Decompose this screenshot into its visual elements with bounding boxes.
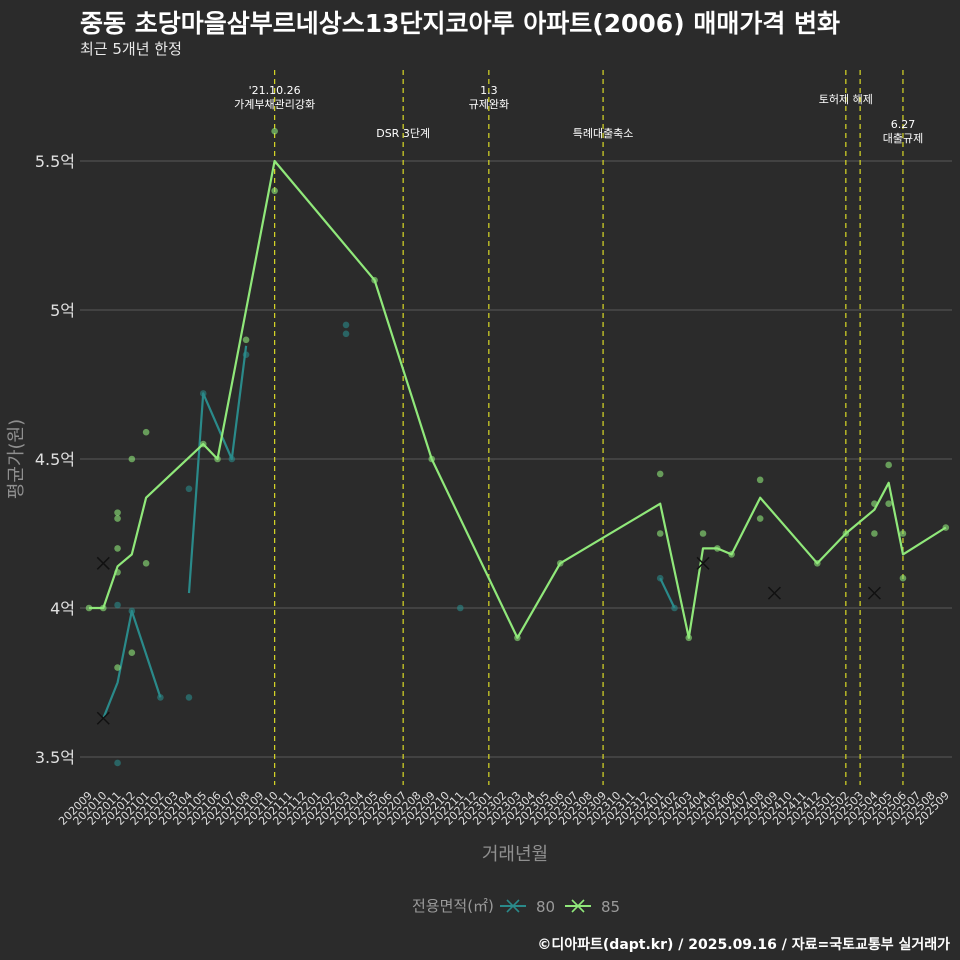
legend-label: 85 (601, 898, 620, 916)
series-85-point (142, 560, 150, 567)
event-label: 가계부채관리강화 (234, 98, 315, 111)
series-80-point (114, 759, 121, 767)
y-tick-label: 4.5억 (35, 450, 75, 469)
event-label: '21.10.26 (249, 84, 301, 97)
series-80-point (157, 694, 164, 701)
event-label: 1.3 (480, 84, 498, 97)
series-85-point (142, 428, 150, 436)
series-85-point (114, 545, 121, 552)
series-layer (85, 127, 950, 767)
series-85-point (656, 530, 664, 537)
series-85-point (85, 604, 93, 612)
series-85-point (128, 649, 136, 656)
series-80-cross-marker (867, 586, 881, 600)
series-85-cross-marker (96, 556, 110, 570)
series-80-point (185, 694, 193, 701)
series-85-point (428, 455, 436, 463)
series-85-point (656, 470, 664, 478)
series-85-point (371, 276, 378, 284)
event-label: DSR 3단계 (376, 127, 430, 140)
source-caption: ©디아파트(dapt.kr) / 2025.09.16 / 자료=국토교통부 실… (537, 937, 950, 953)
y-axis-ticks: 3.5억 4억 4.5억 5억 5.5억 (35, 152, 75, 767)
y-tick-label: 4억 (50, 599, 75, 618)
series-80-line (102, 609, 162, 719)
series-85-point (756, 515, 764, 522)
series-80-point (242, 351, 250, 359)
series-85-point (885, 461, 892, 469)
series-80-cross-marker (767, 586, 781, 600)
legend-item-80: 80 (500, 898, 555, 916)
series-80-point (342, 321, 350, 329)
series-85-point (871, 530, 878, 537)
series-85-point (728, 551, 735, 558)
legend: 전용면적(㎡) 80 85 (412, 897, 620, 916)
series-85-point (556, 560, 564, 567)
x-axis-ticks: 2020092020102020112020122021012021022021… (56, 789, 952, 828)
series-80-point (128, 607, 136, 615)
series-80-point (456, 604, 464, 612)
series-85-point (114, 568, 121, 576)
series-80-point (342, 330, 350, 338)
series-85-point (685, 634, 693, 642)
grid-lines (80, 160, 952, 758)
series-80-point (199, 390, 207, 397)
series-85-point (271, 127, 278, 135)
series-85-point (871, 500, 878, 508)
y-tick-label: 3.5억 (35, 748, 75, 767)
legend-item-85: 85 (565, 898, 620, 916)
series-85-point (842, 530, 850, 537)
series-85-point (114, 664, 121, 671)
series-80-point (114, 601, 121, 609)
y-tick-label: 5억 (50, 301, 75, 320)
series-85-point (714, 545, 721, 552)
event-label: 토허제 해제 (819, 92, 873, 106)
series-85-line (89, 159, 947, 639)
series-80-point (656, 574, 664, 582)
y-tick-label: 5.5억 (35, 152, 75, 171)
series-85-point (699, 530, 707, 537)
event-label: 규제완화 (469, 98, 509, 111)
series-80-point (671, 604, 678, 612)
series-80-line (187, 345, 248, 594)
series-85-point (114, 515, 121, 522)
series-85-point (199, 440, 207, 448)
series-80-point (228, 455, 236, 463)
y-axis-title: 평균가(원) (6, 419, 27, 499)
series-85-point (813, 560, 821, 567)
series-85-point (242, 336, 250, 344)
chart-title: 중동 초당마을삼부르네상스13단지코아루 아파트(2006) 매매가격 변화 (80, 9, 841, 38)
series-80-cross-marker (96, 711, 110, 725)
series-85-point (942, 524, 950, 531)
series-85-point (271, 187, 278, 195)
event-label: 6.27 (891, 118, 916, 131)
series-85-point (899, 574, 907, 582)
event-label: 특례대출축소 (573, 127, 634, 140)
series-85-point (885, 500, 892, 508)
event-label: 대출규제 (883, 132, 923, 145)
chart-subtitle: 최근 5개년 한정 (80, 40, 182, 58)
series-85-cross-marker (696, 556, 710, 570)
series-85-point (114, 509, 121, 516)
legend-label: 80 (536, 898, 555, 916)
series-85-point (128, 455, 136, 463)
series-85-point (514, 634, 521, 642)
series-85-point (99, 604, 107, 612)
series-85-point (899, 530, 907, 537)
series-85-point (214, 455, 221, 463)
series-80-line (659, 577, 676, 609)
legend-title: 전용면적(㎡) (412, 897, 494, 915)
series-85-point (756, 476, 764, 484)
x-axis-title: 거래년월 (482, 844, 548, 865)
series-80-point (185, 485, 193, 493)
